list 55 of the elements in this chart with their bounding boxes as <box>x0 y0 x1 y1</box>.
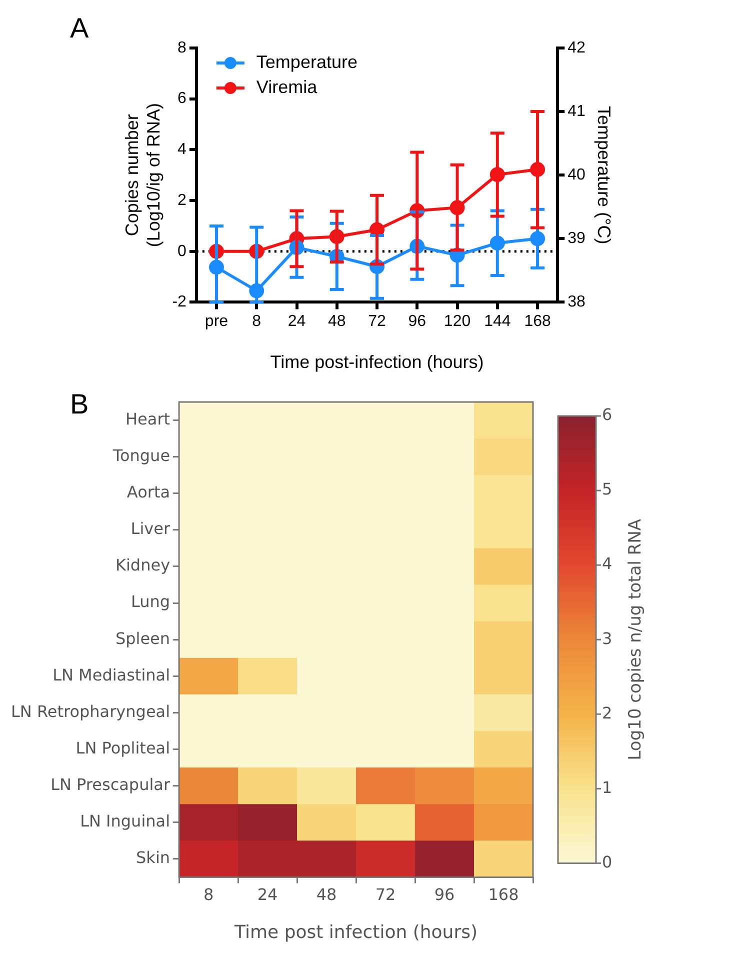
x-tick-label: 120 <box>444 313 471 330</box>
x-tick-label: 168 <box>488 884 519 904</box>
y2-axis-title: Temperature (°C) <box>594 106 614 244</box>
x-tick-label: 72 <box>375 884 396 904</box>
y-tick-label: Skin <box>136 848 170 868</box>
x-tick-label: 24 <box>288 313 306 330</box>
y-tick-label: Liver <box>130 519 170 538</box>
color-bar-label: 3 <box>602 628 612 648</box>
x-tick-label: 96 <box>434 884 455 904</box>
y-tick-label: Tongue <box>112 446 170 465</box>
x-axis-title: Time post-infection (hours) <box>270 352 484 372</box>
x-tick-label: 48 <box>316 884 337 904</box>
color-bar-label: 4 <box>602 554 612 574</box>
chart-title: A <box>70 12 89 44</box>
x-tick-label: 96 <box>408 313 426 330</box>
y2-tick-label: 41 <box>568 102 586 120</box>
y-tick-label: LN Inguinal <box>80 812 170 831</box>
color-bar-label: 5 <box>602 480 612 499</box>
y2-tick-label: 40 <box>568 166 586 184</box>
y-tick-label: 0 <box>178 242 187 260</box>
color-bar-title: Log10 copies n/ug total RNA <box>625 518 646 760</box>
chart-title: B <box>70 388 89 420</box>
x-tick-label: 24 <box>257 884 278 904</box>
x-tick-label: 72 <box>368 313 386 330</box>
y2-tick-label: 42 <box>568 39 586 56</box>
y-tick-label: Aorta <box>126 482 170 502</box>
x-tick-label: 144 <box>484 313 511 330</box>
y-tick-label: Spleen <box>115 628 170 648</box>
color-bar-label: 0 <box>602 852 612 872</box>
color-bar-label: 1 <box>602 778 612 797</box>
color-bar-label: 2 <box>602 703 612 722</box>
legend-label: Viremia <box>256 76 318 97</box>
y-tick-label: Kidney <box>115 556 170 575</box>
legend-label: Temperature <box>256 52 358 72</box>
y-tick-label: LN Prescapular <box>50 774 170 794</box>
y-tick-label: -2 <box>172 294 187 311</box>
y-tick-label: 8 <box>178 39 187 56</box>
x-tick-label: pre <box>204 313 228 330</box>
x-axis-title: Time post infection (hours) <box>234 922 478 943</box>
y-tick-label: LN Popliteal <box>76 738 170 758</box>
y-tick-label: 2 <box>178 192 187 209</box>
y-tick-label: Heart <box>126 409 170 428</box>
y-tick-label: LN Mediastinal <box>52 665 170 684</box>
y2-tick-label: 39 <box>568 230 586 248</box>
y2-tick-label: 38 <box>568 294 586 311</box>
x-tick-label: 8 <box>252 313 262 330</box>
y-tick-label: Lung <box>130 592 170 612</box>
y-tick-label: 6 <box>178 90 187 108</box>
y-tick-label: 4 <box>178 141 187 158</box>
y-tick-label: LN Retropharyngeal <box>10 702 170 721</box>
x-tick-label: 48 <box>328 313 346 330</box>
x-tick-label: 168 <box>524 313 551 330</box>
y-axis-title: Copies number (Log10/ig of RNA) <box>122 103 164 248</box>
x-tick-label: 8 <box>203 884 214 904</box>
color-bar-label: 6 <box>602 405 612 424</box>
